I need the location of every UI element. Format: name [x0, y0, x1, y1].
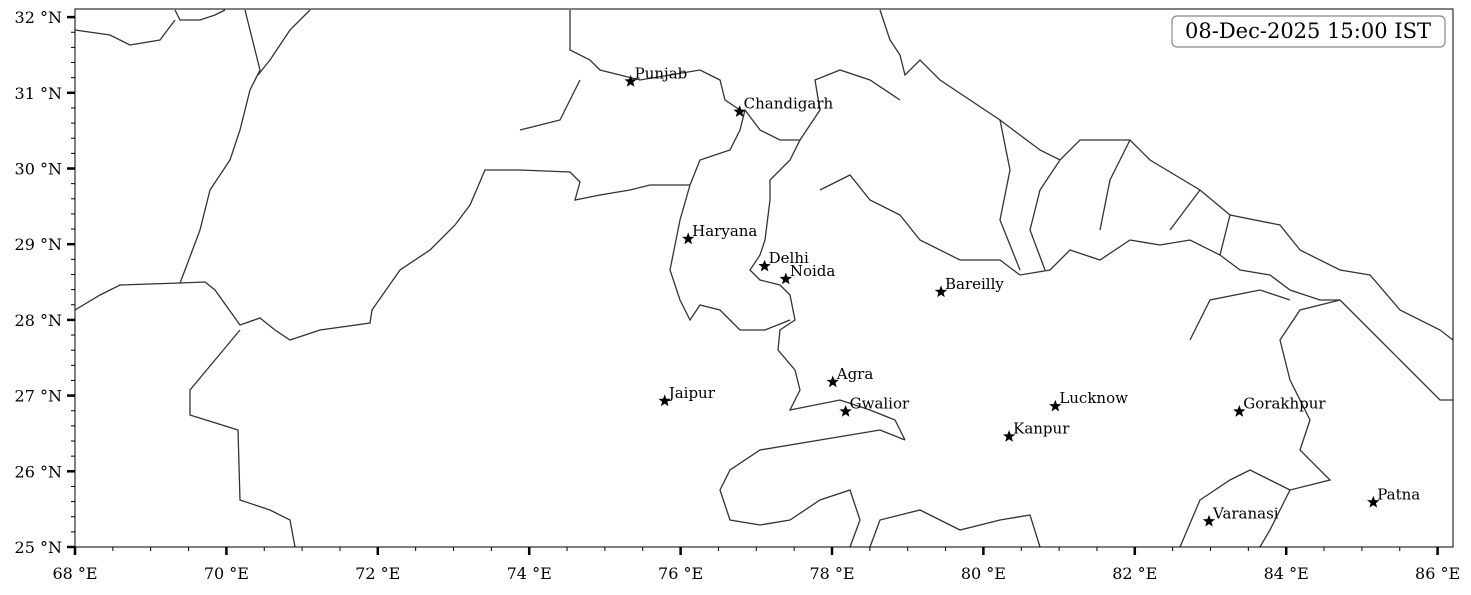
- city-label: Agra: [836, 365, 874, 383]
- boundary-line: [744, 109, 906, 441]
- city-noida: Noida: [779, 262, 836, 285]
- city-varanasi: Varanasi: [1202, 504, 1279, 527]
- map-frame: [74, 8, 1454, 548]
- star-icon: [758, 259, 771, 272]
- city-label: Lucknow: [1059, 389, 1128, 407]
- boundary-line: [1179, 469, 1291, 548]
- x-tick-label: 76 °E: [658, 564, 703, 583]
- city-gwalior: Gwalior: [839, 394, 910, 417]
- boundary-line: [257, 9, 311, 76]
- city-label: Haryana: [692, 222, 757, 240]
- city-label: Chandigarh: [744, 95, 834, 113]
- star-icon: [826, 375, 839, 388]
- y-tick-label: 27 °N: [15, 387, 62, 406]
- city-chandigarh: Chandigarh: [733, 95, 834, 117]
- star-icon: [1367, 495, 1380, 508]
- x-tick-label: 70 °E: [204, 564, 249, 583]
- boundary-line: [189, 329, 296, 548]
- x-tick-label: 72 °E: [355, 564, 400, 583]
- boundary-line: [179, 9, 261, 284]
- y-tick-label: 31 °N: [15, 84, 62, 103]
- x-tick-label: 78 °E: [809, 564, 854, 583]
- x-tick-label: 74 °E: [507, 564, 552, 583]
- timestamp-box: 08-Dec-2025 15:00 IST: [1171, 15, 1446, 48]
- boundary-line: [869, 509, 1041, 548]
- city-kanpur: Kanpur: [1003, 419, 1070, 442]
- city-patna: Patna: [1367, 485, 1420, 508]
- star-icon: [1049, 399, 1062, 412]
- y-tick-label: 28 °N: [15, 311, 62, 330]
- axis-ticks: 68 °E 70 °E 72 °E 74 °E 76 °E 78 °E 80 °E 82 °E…: [15, 8, 1461, 583]
- star-icon: [1233, 405, 1246, 417]
- boundary-line: [1189, 289, 1453, 401]
- y-tick-label: 29 °N: [15, 235, 62, 254]
- city-lucknow: Lucknow: [1049, 389, 1128, 412]
- star-icon: [779, 272, 792, 285]
- star-icon: [934, 285, 948, 298]
- star-icon: [1003, 430, 1016, 442]
- city-haryana: Haryana: [682, 222, 757, 245]
- city-label: Kanpur: [1013, 419, 1070, 437]
- x-tick-label: 80 °E: [961, 564, 1006, 583]
- boundary-line: [999, 119, 1231, 271]
- boundary-line: [819, 174, 1340, 301]
- x-tick-label: 86 °E: [1415, 564, 1460, 583]
- star-icon: [733, 105, 746, 117]
- city-label: Jaipur: [667, 384, 716, 402]
- city-label: Varanasi: [1212, 504, 1279, 522]
- city-label: Gorakhpur: [1243, 394, 1326, 412]
- boundary-line: [799, 69, 901, 141]
- city-agra: Agra: [826, 365, 874, 388]
- star-icon: [658, 394, 671, 407]
- star-icon: [839, 405, 852, 417]
- city-label: Noida: [790, 262, 836, 280]
- boundary-line: [174, 9, 226, 21]
- state-boundaries: [74, 9, 1454, 548]
- boundary-line: [569, 10, 741, 111]
- star-icon: [624, 74, 637, 87]
- boundary-line: [74, 19, 176, 46]
- y-tick-label: 32 °N: [15, 8, 62, 27]
- boundary-line: [719, 429, 906, 548]
- city-label: Delhi: [769, 249, 809, 267]
- y-tick-label: 25 °N: [15, 538, 62, 557]
- y-tick-label: 26 °N: [15, 462, 62, 481]
- x-tick-label: 84 °E: [1264, 564, 1309, 583]
- city-punjab: Punjab: [624, 64, 688, 87]
- city-label: Patna: [1377, 485, 1420, 503]
- star-icon: [682, 232, 695, 245]
- star-icon: [1202, 514, 1216, 527]
- city-label: Bareilly: [945, 275, 1004, 293]
- boundary-line: [74, 109, 746, 341]
- city-label: Punjab: [635, 64, 688, 82]
- timestamp-label: 08-Dec-2025 15:00 IST: [1185, 19, 1431, 43]
- boundary-line: [879, 9, 1454, 341]
- city-delhi: Delhi: [758, 249, 809, 272]
- city-gorakhpur: Gorakhpur: [1233, 394, 1326, 417]
- x-tick-label: 82 °E: [1112, 564, 1157, 583]
- boundary-line: [1259, 299, 1341, 548]
- boundary-line: [669, 184, 791, 331]
- city-bareilly: Bareilly: [934, 275, 1004, 298]
- city-label: Gwalior: [850, 394, 910, 412]
- city-jaipur: Jaipur: [658, 384, 716, 407]
- y-tick-label: 30 °N: [15, 160, 62, 179]
- boundary-line: [519, 79, 581, 131]
- x-tick-label: 68 °E: [52, 564, 97, 583]
